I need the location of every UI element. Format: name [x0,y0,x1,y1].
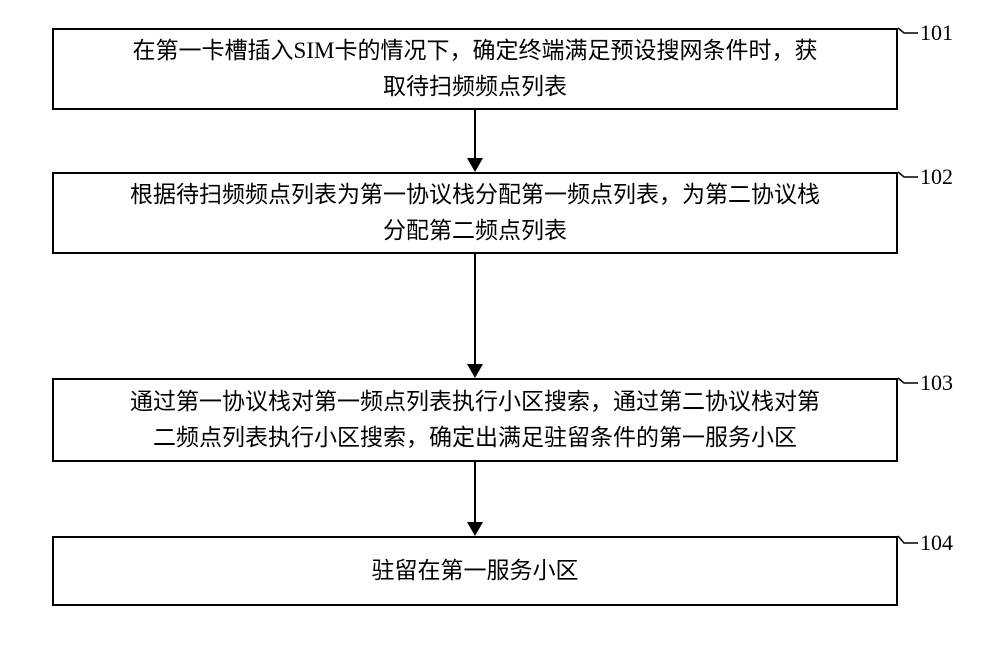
step-label-102: 102 [920,164,953,190]
step-label-101: 101 [920,20,953,46]
flow-node-104: 驻留在第一服务小区 [52,536,898,606]
step-label-104: 104 [920,530,953,556]
flow-node-103: 通过第一协议栈对第一频点列表执行小区搜索，通过第二协议栈对第 二频点列表执行小区… [52,378,898,462]
step-label-103: 103 [920,370,953,396]
flow-node-text: 在第一卡槽插入SIM卡的情况下，确定终端满足预设搜网条件时，获 取待扫频频点列表 [133,33,818,104]
flowchart-canvas: 在第一卡槽插入SIM卡的情况下，确定终端满足预设搜网条件时，获 取待扫频频点列表… [0,0,1000,656]
flow-node-101: 在第一卡槽插入SIM卡的情况下，确定终端满足预设搜网条件时，获 取待扫频频点列表 [52,28,898,110]
flow-node-text: 驻留在第一服务小区 [372,553,579,589]
flow-node-text: 根据待扫频频点列表为第一协议栈分配第一频点列表，为第二协议栈 分配第二频点列表 [130,177,820,248]
flow-node-102: 根据待扫频频点列表为第一协议栈分配第一频点列表，为第二协议栈 分配第二频点列表 [52,172,898,254]
flow-node-text: 通过第一协议栈对第一频点列表执行小区搜索，通过第二协议栈对第 二频点列表执行小区… [130,384,820,455]
